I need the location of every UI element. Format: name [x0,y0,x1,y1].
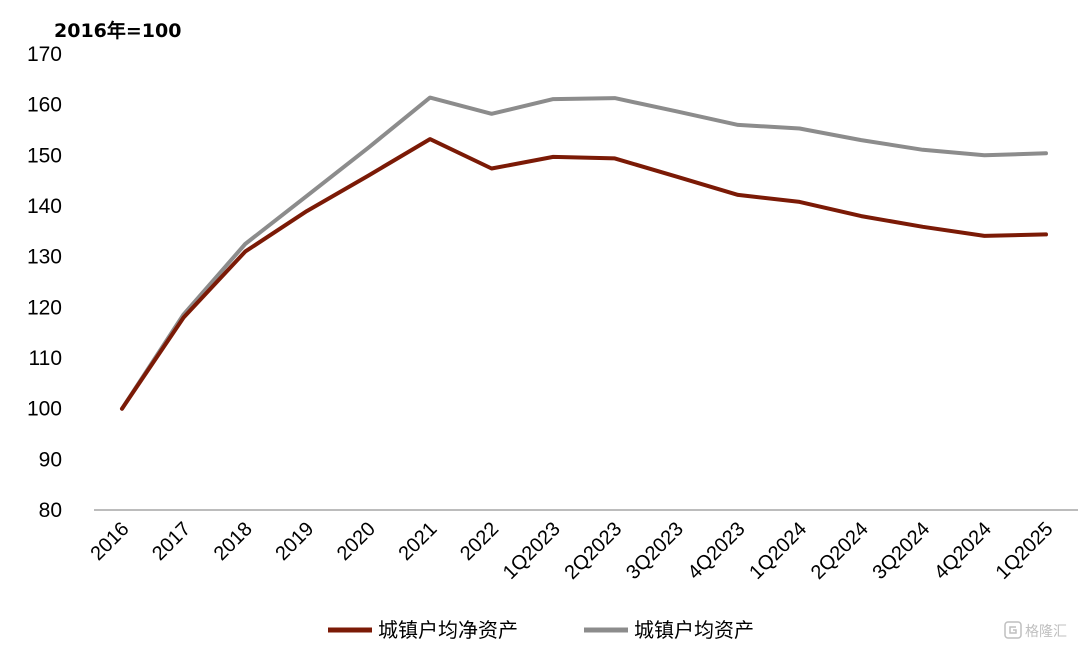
x-tick-label: 3Q2023 [622,518,688,584]
legend-item-net-assets: 城镇户均净资产 [328,618,518,642]
y-tick-label: 90 [39,448,62,471]
y-axis-ticks: 80 90 100 110 120 130 140 150 160 170 [27,43,62,522]
x-axis-ticks: 2016 2017 2018 2019 2020 2021 20221Q20232Q2023… [87,518,1058,584]
y-tick-label: 160 [27,94,62,117]
watermark-text: 格隆汇 [1025,624,1067,640]
x-tick-label: 2019 [271,518,318,565]
legend-item-assets: 城镇户均资产 [584,618,754,642]
y-tick-label: 170 [27,43,62,66]
y-tick-label: 110 [29,347,62,370]
series-line-assets [120,95,1048,411]
x-tick-label: 2021 [395,518,442,565]
x-tick-label: 3Q2024 [868,518,934,584]
x-tick-label: 4Q2024 [930,518,996,584]
y-tick-label: 80 [39,499,62,522]
x-tick-label: 1Q2025 [992,518,1058,584]
x-tick-label: 4Q2023 [684,518,750,584]
series-lines [120,95,1048,411]
legend: 城镇户均净资产 城镇户均资产 [328,618,754,642]
series-line-net-assets [120,137,1048,411]
y-tick-label: 100 [27,398,62,421]
x-tick-label: 2016 [87,518,134,565]
x-tick-label: 2018 [210,518,257,565]
watermark: 格隆汇 [1004,621,1067,640]
x-tick-label: 2Q2023 [560,518,626,584]
legend-label-net-assets: 城镇户均净资产 [378,618,518,642]
x-tick-label: 2020 [333,518,380,565]
y-tick-label: 120 [27,296,62,319]
legend-label-assets: 城镇户均资产 [634,618,754,642]
unit-label: 2016年=100 [54,19,181,42]
y-tick-label: 130 [27,246,62,269]
x-tick-label: 2022 [456,518,503,565]
x-tick-label: 1Q2023 [499,518,565,584]
x-tick-label: 1Q2024 [745,518,811,584]
x-tick-label: 2Q2024 [807,518,873,584]
y-tick-label: 150 [27,144,62,167]
gelonghui-logo-icon [1004,621,1022,639]
y-tick-label: 140 [27,195,62,218]
x-tick-label: 2017 [148,518,195,565]
